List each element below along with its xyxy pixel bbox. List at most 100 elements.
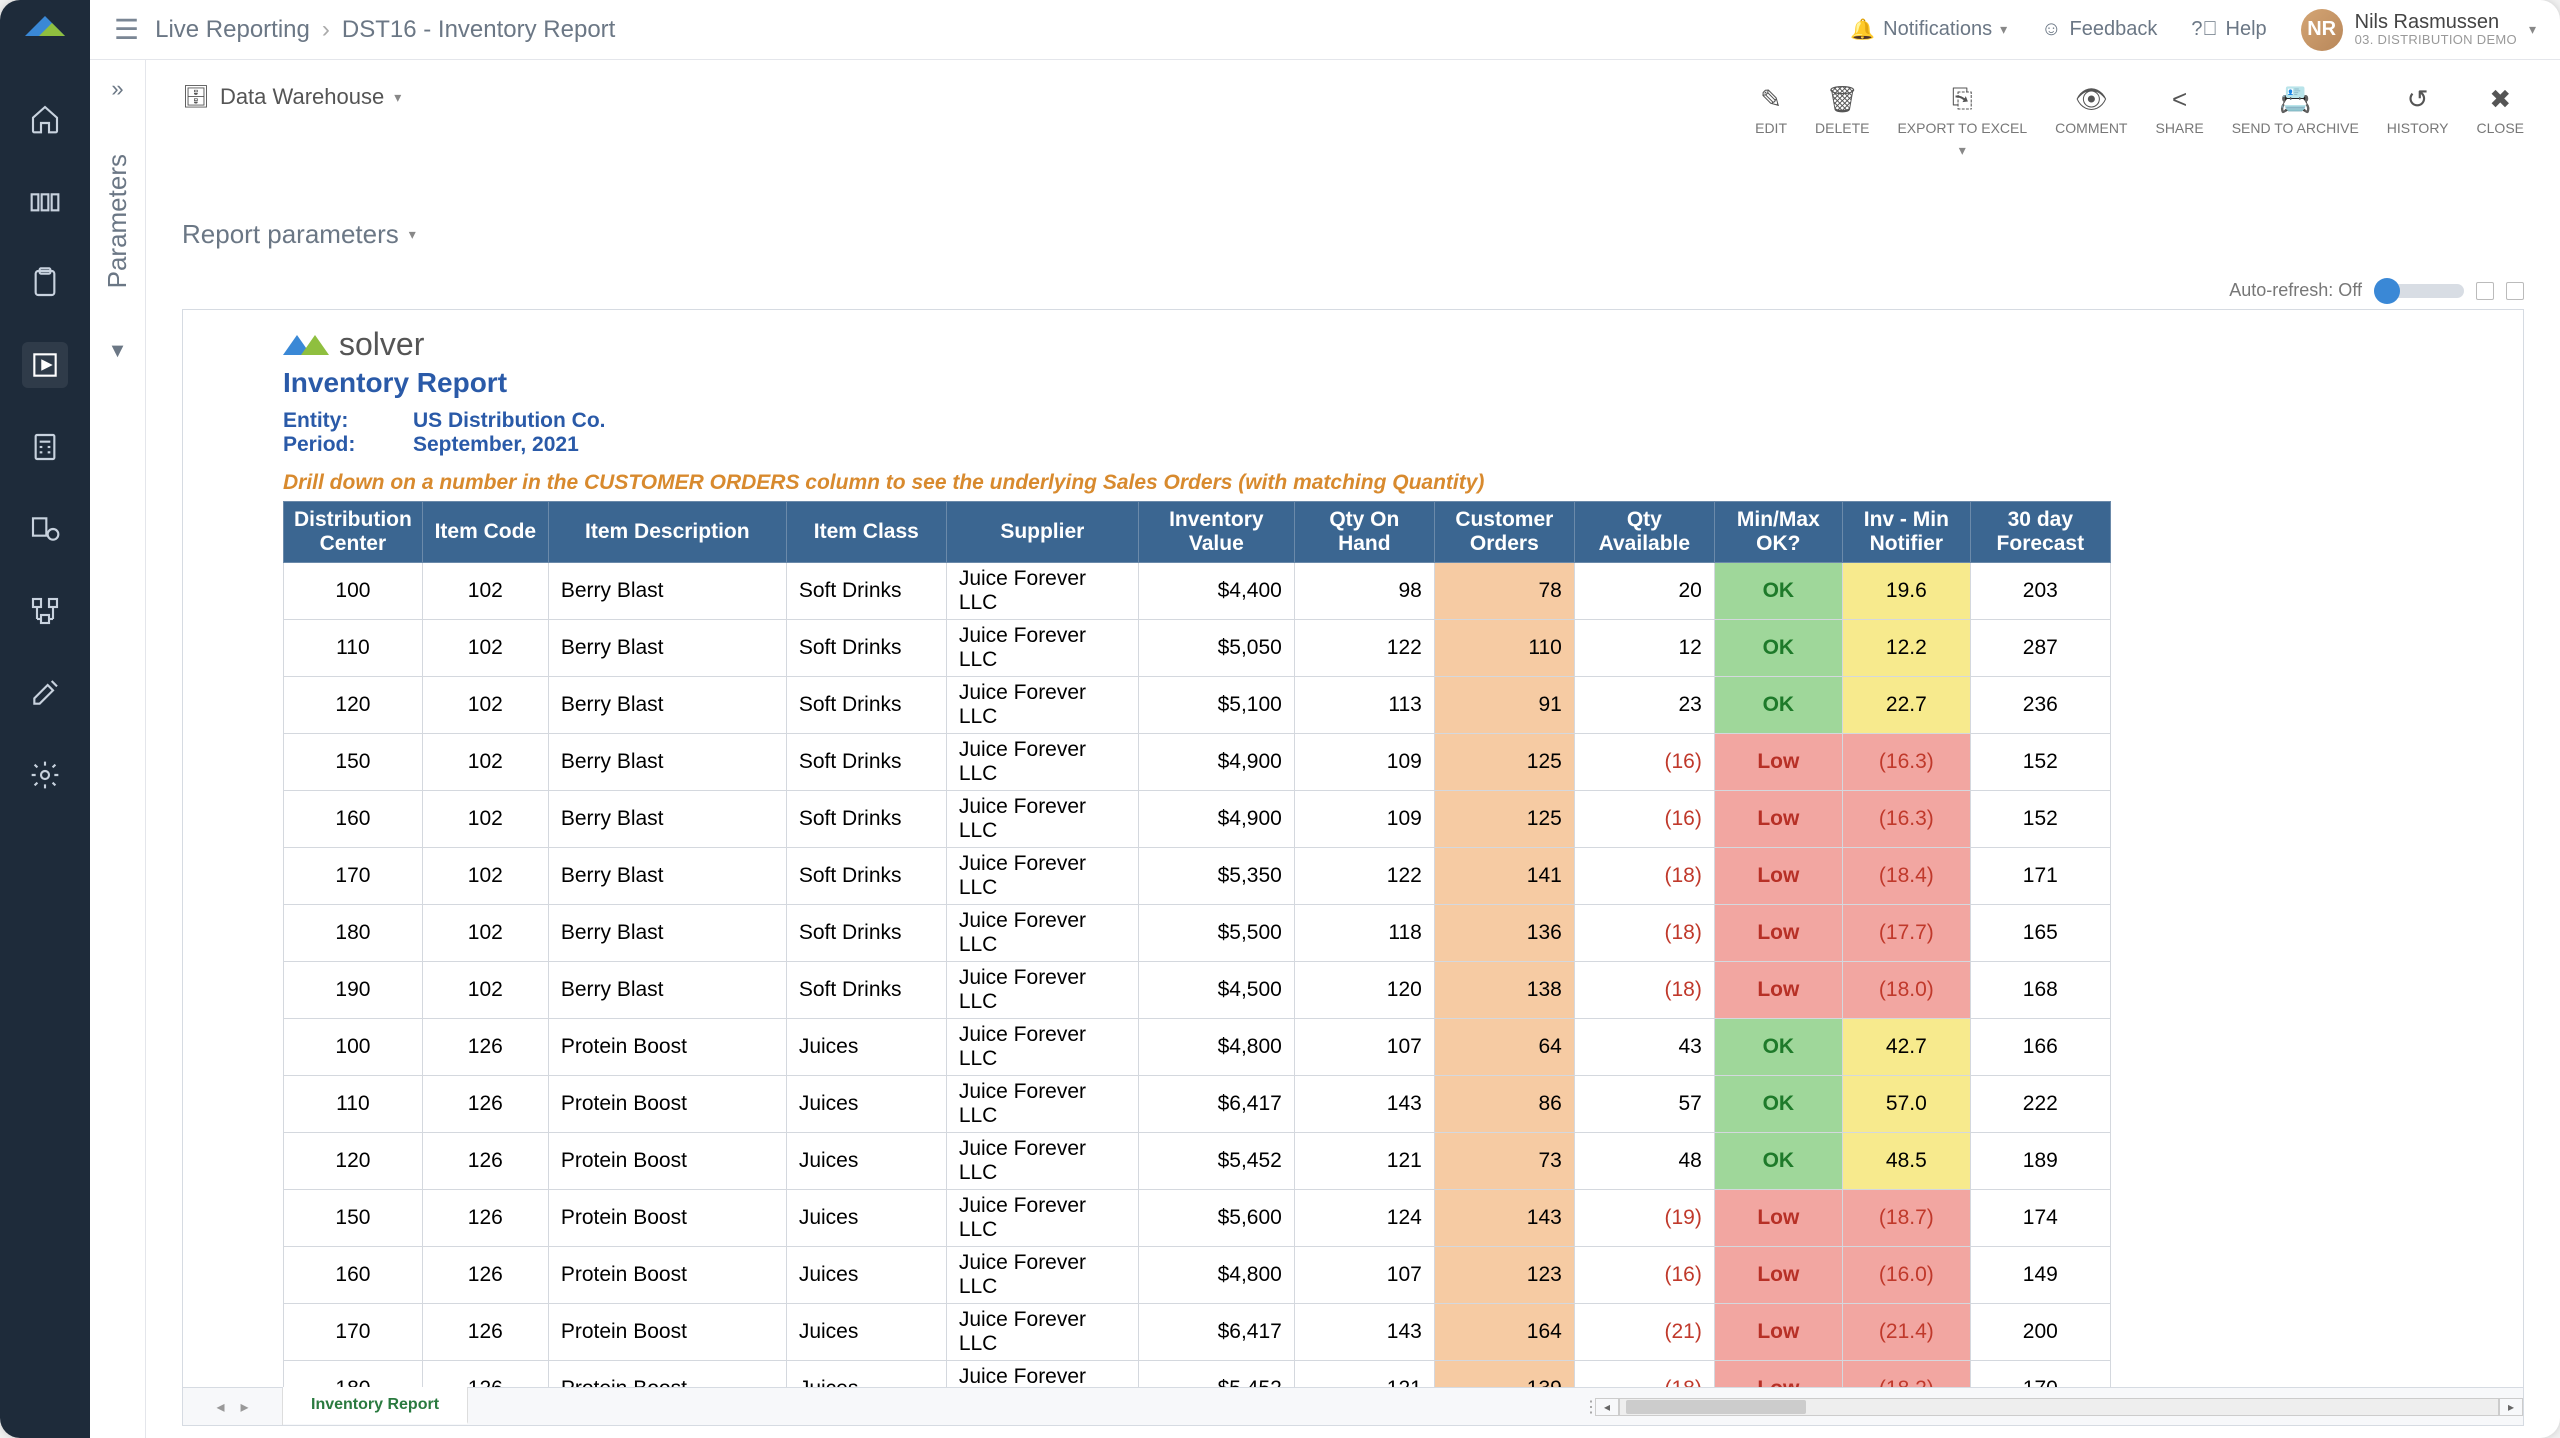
auto-refresh-toggle[interactable] xyxy=(2374,284,2464,298)
cell: 165 xyxy=(1970,905,2110,962)
col-header: Min/Max OK? xyxy=(1714,502,1842,563)
history-label: HISTORY xyxy=(2387,120,2449,136)
user-menu[interactable]: NR Nils Rasmussen 03. Distribution Demo … xyxy=(2301,9,2536,51)
grid-icon[interactable] xyxy=(2506,282,2524,300)
cell: 57.0 xyxy=(1842,1076,1970,1133)
notifications-button[interactable]: 🔔 Notifications ▾ xyxy=(1850,17,2007,42)
cell: 102 xyxy=(422,734,548,791)
table-row[interactable]: 100102Berry BlastSoft DrinksJuice Foreve… xyxy=(284,563,2111,620)
user-name: Nils Rasmussen xyxy=(2355,11,2517,33)
scroll-thumb[interactable] xyxy=(1626,1400,1806,1414)
nav-calculator-icon[interactable] xyxy=(22,424,68,470)
cell: 174 xyxy=(1970,1190,2110,1247)
table-row[interactable]: 180102Berry BlastSoft DrinksJuice Foreve… xyxy=(284,905,2111,962)
edit-button[interactable]: ✎EDIT xyxy=(1755,84,1787,159)
cell: Soft Drinks xyxy=(786,848,946,905)
cell: OK xyxy=(1714,1019,1842,1076)
col-header: Supplier xyxy=(946,502,1138,563)
share-button[interactable]: <SHARE xyxy=(2155,84,2203,159)
prev-sheet-icon[interactable]: ◂ xyxy=(216,1397,224,1417)
next-sheet-icon[interactable]: ▸ xyxy=(241,1397,249,1417)
export-button[interactable]: ⎘EXPORT TO EXCEL▾ xyxy=(1897,84,2027,159)
cell: $5,100 xyxy=(1138,677,1294,734)
h-scrollbar[interactable]: ⋮ ◂ ▸ xyxy=(1583,1388,2523,1425)
table-row[interactable]: 170102Berry BlastSoft DrinksJuice Foreve… xyxy=(284,848,2111,905)
report-parameters-toggle[interactable]: Report parameters ▾ xyxy=(182,219,2524,250)
chevron-down-icon: ▾ xyxy=(2529,21,2536,38)
cell: Juices xyxy=(786,1019,946,1076)
close-button[interactable]: ✖CLOSE xyxy=(2477,84,2524,159)
scroll-left-icon[interactable]: ◂ xyxy=(1595,1398,1619,1416)
cell: Juices xyxy=(786,1133,946,1190)
cell: Juices xyxy=(786,1247,946,1304)
cell: Juices xyxy=(786,1076,946,1133)
cell: 86 xyxy=(1434,1076,1574,1133)
breadcrumb-root[interactable]: Live Reporting xyxy=(155,16,310,44)
table-row[interactable]: 120102Berry BlastSoft DrinksJuice Foreve… xyxy=(284,677,2111,734)
archive-button[interactable]: 📇SEND TO ARCHIVE xyxy=(2232,84,2359,159)
table-row[interactable]: 110102Berry BlastSoft DrinksJuice Foreve… xyxy=(284,620,2111,677)
cell: 160 xyxy=(284,791,423,848)
nav-rail xyxy=(0,0,90,1438)
table-row[interactable]: 150126Protein BoostJuicesJuice Forever L… xyxy=(284,1190,2111,1247)
cell: (16.3) xyxy=(1842,734,1970,791)
main-area: ☰ Live Reporting › DST16 - Inventory Rep… xyxy=(90,0,2560,1438)
cell: Low xyxy=(1714,1190,1842,1247)
cell: Juices xyxy=(786,1190,946,1247)
comment-button[interactable]: 👁COMMENT xyxy=(2055,84,2127,159)
data-warehouse-dropdown[interactable]: 🗄 Data Warehouse ▾ xyxy=(182,84,401,110)
help-button[interactable]: ?⃝ Help xyxy=(2191,18,2266,41)
cell: 102 xyxy=(422,563,548,620)
nav-data-icon[interactable] xyxy=(22,178,68,224)
table-row[interactable]: 120126Protein BoostJuicesJuice Forever L… xyxy=(284,1133,2111,1190)
cell: 123 xyxy=(1434,1247,1574,1304)
nav-files-icon[interactable] xyxy=(22,506,68,552)
table-row[interactable]: 100126Protein BoostJuicesJuice Forever L… xyxy=(284,1019,2111,1076)
cell: 125 xyxy=(1434,734,1574,791)
table-row[interactable]: 150102Berry BlastSoft DrinksJuice Foreve… xyxy=(284,734,2111,791)
menu-toggle-icon[interactable]: ☰ xyxy=(114,13,139,46)
feedback-button[interactable]: ☺ Feedback xyxy=(2041,18,2157,41)
col-header: Item Class xyxy=(786,502,946,563)
popout-icon[interactable] xyxy=(2476,282,2494,300)
table-row[interactable]: 110126Protein BoostJuicesJuice Forever L… xyxy=(284,1076,2111,1133)
expand-panel-icon[interactable]: » xyxy=(111,76,123,102)
cell: 22.7 xyxy=(1842,677,1970,734)
cell: 126 xyxy=(422,1076,548,1133)
scroll-right-icon[interactable]: ▸ xyxy=(2499,1398,2523,1416)
table-body: 100102Berry BlastSoft DrinksJuice Foreve… xyxy=(284,563,2111,1427)
scroll-track[interactable] xyxy=(1619,1398,2499,1416)
cell: Berry Blast xyxy=(548,791,786,848)
cell: $4,900 xyxy=(1138,734,1294,791)
cell: Juice Forever LLC xyxy=(946,1133,1138,1190)
cell: 43 xyxy=(1574,1019,1714,1076)
drag-handle-icon[interactable]: ⋮ xyxy=(1583,1397,1595,1417)
cell: 152 xyxy=(1970,734,2110,791)
cell: Soft Drinks xyxy=(786,620,946,677)
nav-report-icon[interactable] xyxy=(22,342,68,388)
logo-green-tri xyxy=(301,335,329,355)
cell: Low xyxy=(1714,1304,1842,1361)
nav-clipboard-icon[interactable] xyxy=(22,260,68,306)
delete-button[interactable]: 🗑DELETE xyxy=(1815,84,1869,159)
table-row[interactable]: 170126Protein BoostJuicesJuice Forever L… xyxy=(284,1304,2111,1361)
nav-tools-icon[interactable] xyxy=(22,670,68,716)
sheet-nav[interactable]: ◂▸ xyxy=(183,1388,283,1425)
sheet-tab-active[interactable]: Inventory Report xyxy=(283,1387,468,1424)
cell: 166 xyxy=(1970,1019,2110,1076)
nav-settings-icon[interactable] xyxy=(22,752,68,798)
cell: 102 xyxy=(422,620,548,677)
table-row[interactable]: 160126Protein BoostJuicesJuice Forever L… xyxy=(284,1247,2111,1304)
report-params-label: Report parameters xyxy=(182,219,399,250)
table-row[interactable]: 160102Berry BlastSoft DrinksJuice Foreve… xyxy=(284,791,2111,848)
nav-home-icon[interactable] xyxy=(22,96,68,142)
history-button[interactable]: ↺HISTORY xyxy=(2387,84,2449,159)
table-row[interactable]: 190102Berry BlastSoft DrinksJuice Foreve… xyxy=(284,962,2111,1019)
col-header: Qty On Hand xyxy=(1294,502,1434,563)
cell: 121 xyxy=(1294,1133,1434,1190)
filter-icon[interactable]: ▼ xyxy=(108,340,128,363)
cell: (16.3) xyxy=(1842,791,1970,848)
cell: (19) xyxy=(1574,1190,1714,1247)
nav-process-icon[interactable] xyxy=(22,588,68,634)
eye-icon: 👁 xyxy=(2075,84,2108,114)
